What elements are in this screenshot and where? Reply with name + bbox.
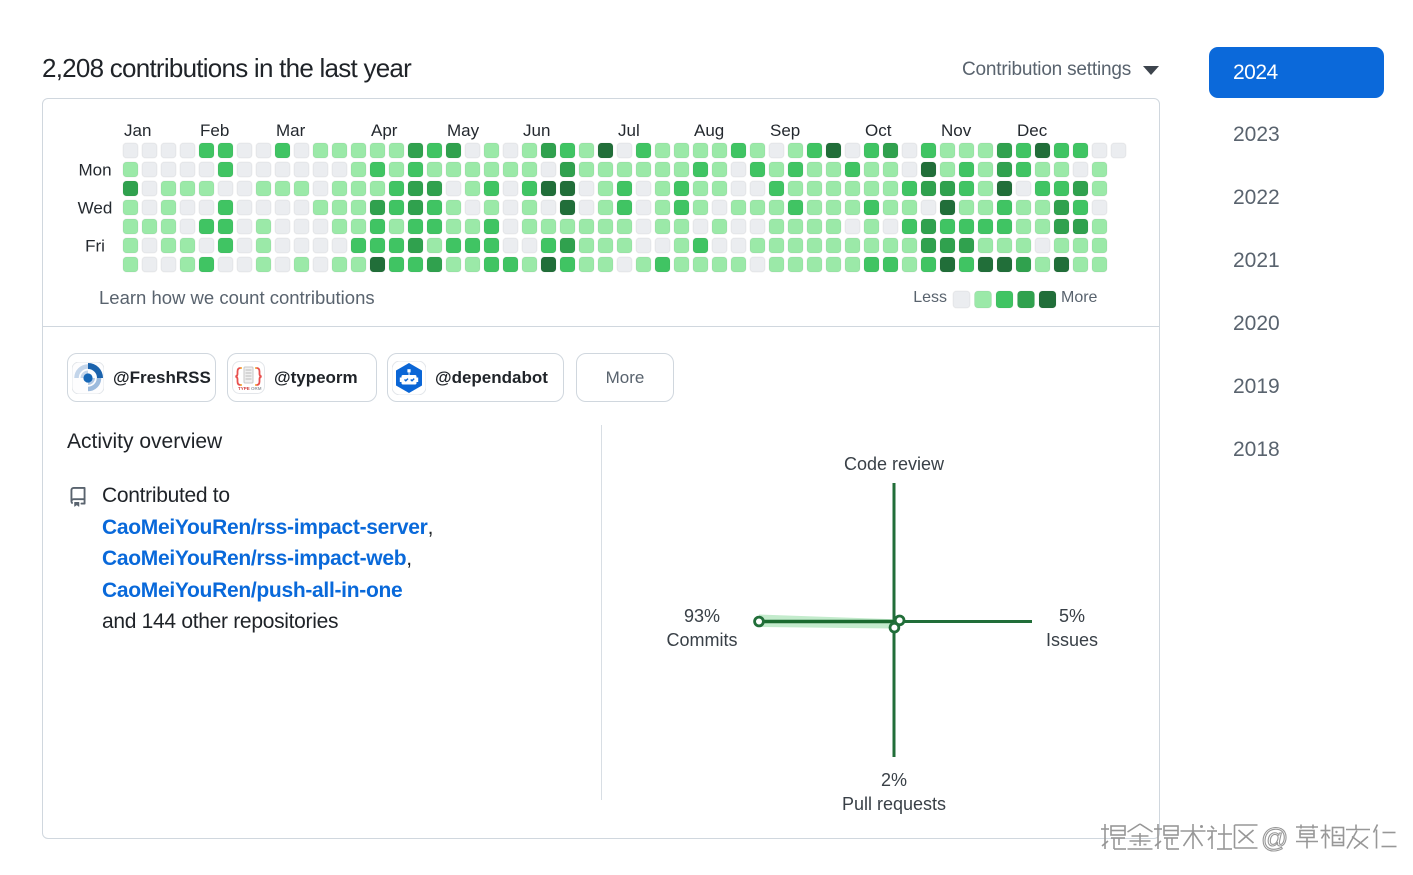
svg-text:Jun: Jun	[523, 121, 550, 140]
svg-text:May: May	[447, 121, 480, 140]
svg-text:Nov: Nov	[941, 121, 972, 140]
svg-text:Jan: Jan	[124, 121, 151, 140]
svg-text:Feb: Feb	[200, 121, 229, 140]
svg-text:Wed: Wed	[78, 199, 113, 218]
svg-text:Mar: Mar	[276, 121, 306, 140]
svg-text:@: @	[1261, 823, 1288, 853]
svg-text:TYPE: TYPE	[238, 386, 250, 391]
svg-text:Oct: Oct	[865, 121, 892, 140]
svg-text:ORM: ORM	[251, 386, 262, 391]
svg-text:Aug: Aug	[694, 121, 724, 140]
svg-text:Dec: Dec	[1017, 121, 1048, 140]
svg-text:Jul: Jul	[618, 121, 640, 140]
svg-text:Sep: Sep	[770, 121, 800, 140]
svg-text:Mon: Mon	[78, 161, 111, 180]
svg-text:Fri: Fri	[85, 237, 105, 256]
svg-text:Apr: Apr	[371, 121, 398, 140]
